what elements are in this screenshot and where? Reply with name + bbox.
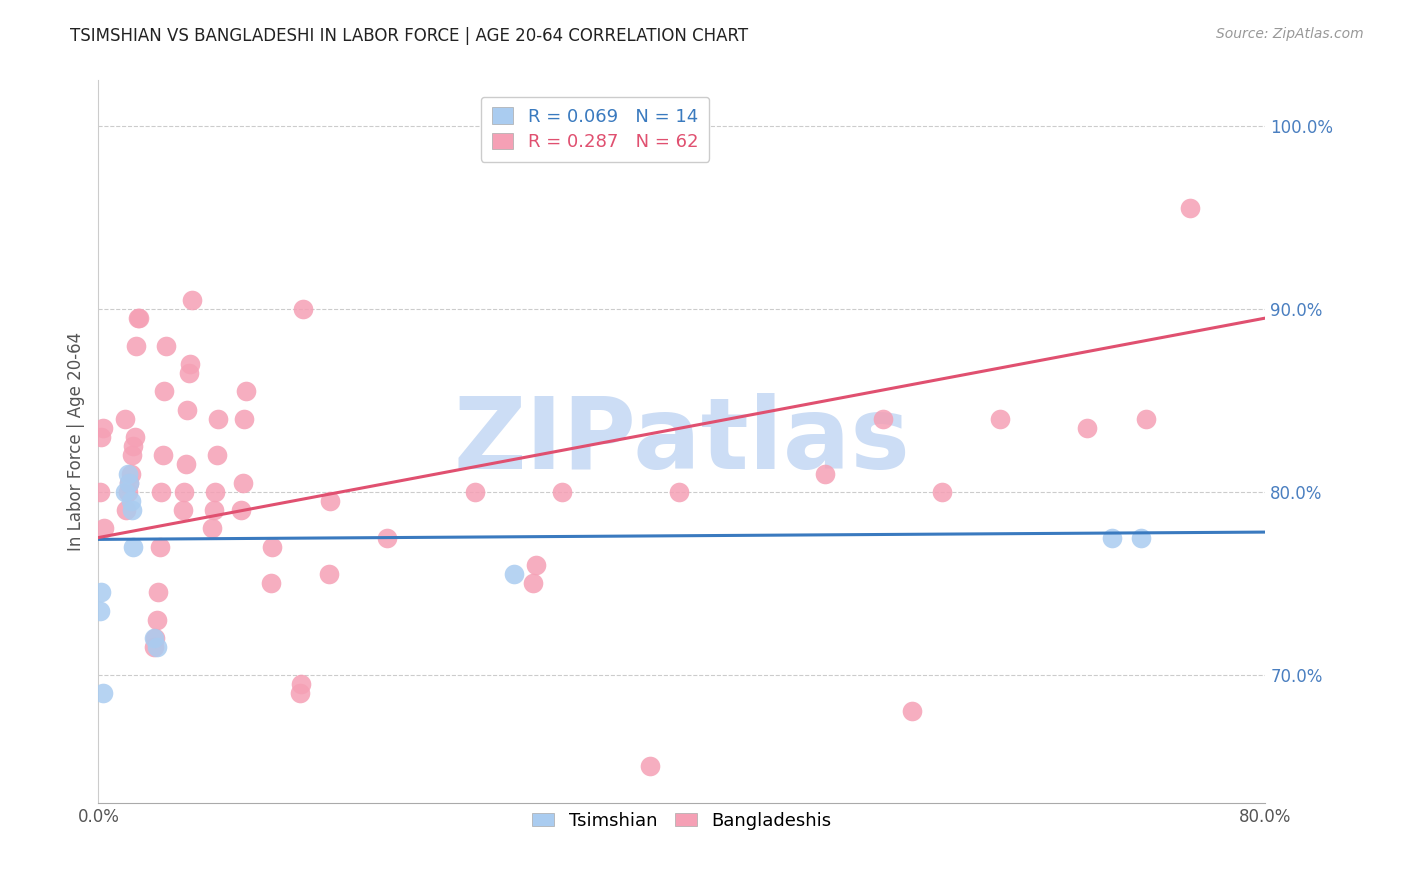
Point <box>122 439 145 453</box>
Point <box>638 759 661 773</box>
Point <box>118 475 141 490</box>
Point <box>114 411 136 425</box>
Point <box>146 640 169 655</box>
Point <box>931 484 953 499</box>
Point <box>207 411 229 425</box>
Point <box>174 458 197 472</box>
Point <box>128 311 150 326</box>
Point <box>89 484 111 499</box>
Point <box>202 503 225 517</box>
Text: ZIPatlas: ZIPatlas <box>454 393 910 490</box>
Point <box>91 686 114 700</box>
Point <box>120 494 142 508</box>
Point <box>872 411 894 425</box>
Point <box>89 604 111 618</box>
Point <box>120 467 142 481</box>
Point <box>146 613 169 627</box>
Point <box>551 484 574 499</box>
Point <box>1130 531 1153 545</box>
Point <box>291 301 314 316</box>
Text: TSIMSHIAN VS BANGLADESHI IN LABOR FORCE | AGE 20-64 CORRELATION CHART: TSIMSHIAN VS BANGLADESHI IN LABOR FORCE … <box>70 27 748 45</box>
Point <box>152 448 174 462</box>
Point <box>124 430 146 444</box>
Point <box>121 503 143 517</box>
Point <box>93 521 115 535</box>
Point <box>259 576 281 591</box>
Text: Source: ZipAtlas.com: Source: ZipAtlas.com <box>1216 27 1364 41</box>
Point <box>524 558 547 572</box>
Point <box>1101 531 1123 545</box>
Point <box>319 494 342 508</box>
Point <box>155 338 177 352</box>
Point <box>90 585 112 599</box>
Point <box>90 430 112 444</box>
Point <box>375 531 398 545</box>
Point <box>117 484 139 499</box>
Y-axis label: In Labor Force | Age 20-64: In Labor Force | Age 20-64 <box>66 332 84 551</box>
Point <box>118 475 141 490</box>
Point <box>127 311 149 326</box>
Point <box>232 475 254 490</box>
Point <box>204 484 226 499</box>
Point <box>173 484 195 499</box>
Point <box>290 677 312 691</box>
Point <box>201 521 224 535</box>
Point <box>148 585 170 599</box>
Point <box>176 402 198 417</box>
Point <box>503 567 526 582</box>
Point <box>177 366 200 380</box>
Point <box>91 421 114 435</box>
Point <box>205 448 228 462</box>
Point <box>668 484 690 499</box>
Point <box>1178 202 1201 216</box>
Point <box>142 631 165 645</box>
Point <box>814 467 837 481</box>
Point <box>149 540 172 554</box>
Point <box>318 567 340 582</box>
Point <box>117 467 139 481</box>
Point <box>1076 421 1098 435</box>
Point <box>180 293 202 307</box>
Point <box>115 503 138 517</box>
Point <box>231 503 253 517</box>
Point <box>122 540 145 554</box>
Point <box>288 686 311 700</box>
Point <box>143 631 166 645</box>
Point <box>901 704 924 718</box>
Point <box>235 384 257 399</box>
Point <box>233 411 256 425</box>
Point <box>150 484 173 499</box>
Point <box>260 540 283 554</box>
Point <box>172 503 194 517</box>
Point <box>464 484 486 499</box>
Point <box>142 640 165 655</box>
Point <box>153 384 176 399</box>
Point <box>988 411 1011 425</box>
Point <box>522 576 544 591</box>
Point <box>121 448 143 462</box>
Legend: Tsimshian, Bangladeshis: Tsimshian, Bangladeshis <box>526 805 838 837</box>
Point <box>114 484 136 499</box>
Point <box>179 357 201 371</box>
Point <box>1135 411 1157 425</box>
Point <box>125 338 148 352</box>
